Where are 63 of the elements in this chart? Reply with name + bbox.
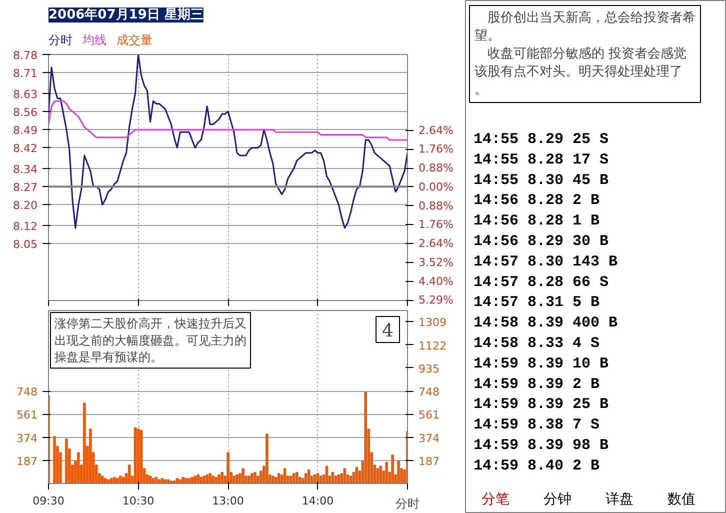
y-tick-label: 187 — [16, 454, 38, 468]
y-tick-label: 748 — [16, 386, 38, 399]
y2-tick-label: 0.00% — [418, 180, 454, 194]
y2-tick-label: 2.64% — [418, 237, 454, 250]
text: 14:59 8.39 25 B — [474, 396, 609, 414]
y2-tick-label: 1309 — [418, 316, 446, 330]
text: 14:58 8.33 4 S — [474, 335, 600, 352]
y-tick-label: 8.78 — [13, 49, 38, 62]
y2-tick-label: 2.64% — [418, 124, 454, 137]
text: 14:57 8.28 66 S — [474, 274, 609, 291]
y2-tick-label: 0.88% — [418, 162, 454, 175]
y-tick-label: 8.34 — [13, 162, 38, 176]
y2-tick-label: 374 — [418, 432, 440, 445]
annotation: 4 — [382, 320, 394, 342]
y-tick-label: 8.42 — [13, 142, 38, 156]
x-tick-label: 10:30 — [122, 494, 154, 508]
y2-tick-label: 0.88% — [418, 199, 454, 212]
text: 14:59 8.39 10 B — [474, 355, 609, 372]
text: 成交量 — [116, 32, 152, 47]
text: 14:57 8.30 143 B — [474, 253, 618, 270]
y-tick-label: 8.05 — [13, 238, 38, 252]
y-tick-label: 8.12 — [13, 220, 38, 233]
y-tick-label: 8.27 — [13, 181, 38, 194]
text: 股价创出当天新高，总会给投资者希望。 — [474, 10, 696, 44]
y2-tick-label: 187 — [418, 454, 440, 468]
text: 14:56 8.28 1 B — [474, 212, 600, 230]
y2-tick-label: 935 — [418, 362, 440, 376]
y2-tick-label: 1122 — [418, 339, 446, 352]
series-label: 分时 — [48, 32, 72, 47]
text: 14:56 8.28 2 B — [474, 192, 600, 210]
y-tick-label: 8.20 — [13, 199, 38, 212]
x-axis-title: 分时 — [396, 496, 420, 510]
text: 14:56 8.29 30 B — [474, 233, 609, 250]
x-tick-label: 13:00 — [212, 494, 244, 508]
y-tick-label: 374 — [16, 432, 38, 445]
text: 收盘可能部分敏感的 投资者会感觉该股有点不对头。明天得处理处理了。 — [474, 46, 687, 98]
text: 14:55 8.30 45 B — [474, 172, 609, 189]
y-tick-label: 8.49 — [13, 124, 38, 138]
y2-tick-label: 3.52% — [418, 256, 454, 270]
text: 14:55 8.28 17 S — [474, 151, 609, 168]
x-tick-label: 14:00 — [302, 494, 334, 508]
text: 14:59 8.40 2 B — [474, 457, 600, 474]
text: 14:58 8.39 400 B — [474, 314, 618, 332]
text: 分笔 分钟 详盘 数值 — [482, 492, 696, 508]
text: 14:57 8.31 5 B — [474, 294, 600, 312]
y-tick-label: 8.63 — [13, 88, 38, 101]
y-tick-label: 8.71 — [13, 67, 38, 80]
text: 均线 — [82, 32, 106, 47]
text: 14:59 8.39 98 B — [474, 437, 609, 454]
y2-tick-label: 4.40% — [418, 274, 454, 288]
y-tick-label: 8.56 — [13, 106, 38, 119]
y2-tick-label: 561 — [418, 408, 440, 422]
text: 14:59 8.39 2 B — [474, 376, 600, 393]
text: 14:55 8.29 25 S — [474, 131, 609, 148]
y2-tick-label: 748 — [418, 386, 440, 399]
y2-tick-label: 1.76% — [418, 218, 454, 232]
text: 14:59 8.38 7 S — [474, 416, 600, 434]
y2-tick-label: 5.29% — [418, 294, 454, 306]
annotation: 涨停第二天股价高开，快速拉升后又出现之前的大幅度砸盘。可见主力的操盘是早有预谋的。 — [54, 316, 246, 364]
x-tick-label: 09:30 — [32, 494, 64, 508]
y-tick-label: 561 — [16, 408, 38, 422]
y2-tick-label: 1.76% — [418, 142, 454, 156]
chart-title: 2006年07月19日 星期三 — [48, 8, 204, 22]
